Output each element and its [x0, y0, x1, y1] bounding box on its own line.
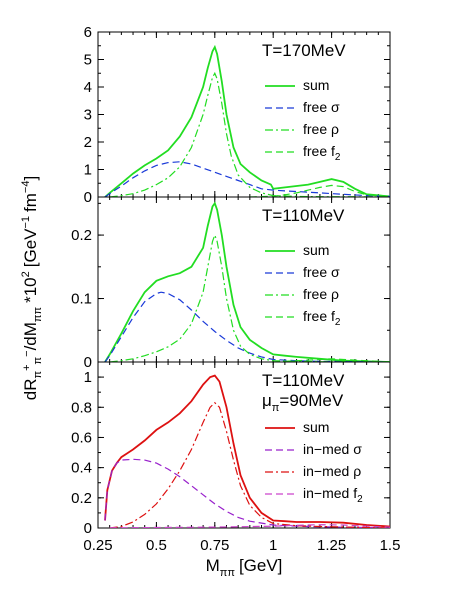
legend-entry: free f2: [303, 143, 341, 163]
legend-entry: in−med ρ: [303, 463, 361, 479]
panel-annotation-2: μπ=90MeV: [262, 391, 344, 414]
series-line-free-: [109, 233, 390, 362]
legend-entry: free f2: [303, 308, 341, 328]
legend-entry: sum: [303, 77, 329, 93]
series-line-sum: [104, 374, 390, 528]
panel-bottom: 0.25 0.5 0.75 1 1.25 1.5 0 0.2 0.4 0.6 0.8 1 T=110Me…: [71, 361, 401, 554]
y-axis-title-text: dRπ+π−/dMππ*102[GeV−1fm−4]: [20, 176, 44, 400]
panel-frame: [97, 361, 391, 529]
y-axis-title: dRπ+π−/dMππ*102[GeV−1fm−4]: [20, 176, 44, 400]
y-tick-label: 0.1: [71, 291, 92, 308]
y-tick-label: 0: [84, 189, 92, 206]
x-tick-label: 0.25: [83, 537, 112, 554]
panel-annotation: T=110MeV: [262, 206, 345, 225]
y-tick-label: 6: [84, 24, 92, 41]
y-tick-label: 0.4: [71, 460, 92, 477]
y-tick-label: 3: [84, 107, 92, 124]
y-tick-label: 2: [84, 134, 92, 151]
series-line-free-: [104, 291, 390, 362]
panel-middle: 0 0.1 0.2 T=110MeV sum free σ free ρ free f2: [71, 196, 391, 371]
series-line-in-med-: [104, 458, 390, 528]
legend: sum free σ free ρ free f2: [265, 242, 341, 328]
series-line-free-: [104, 161, 390, 197]
x-axis-title: Mππ [GeV]: [206, 556, 283, 579]
legend-entry: free σ: [303, 264, 340, 280]
x-tick-label: 1: [269, 537, 277, 554]
series-line-in-med-f: [109, 524, 390, 528]
series-line-free-: [109, 71, 390, 197]
panel-annotation: T=170MeV: [262, 41, 346, 60]
legend-entry: sum: [303, 242, 329, 258]
y-tick-label: 4: [84, 79, 92, 96]
y-tick-label: 0.6: [71, 429, 92, 446]
y-tick-label: 1: [84, 369, 92, 386]
legend-entry: in−med σ: [303, 441, 362, 457]
x-tick-label: 1.25: [317, 537, 346, 554]
y-tick-label: 0: [84, 520, 92, 537]
legend-entry: in−med f2: [303, 485, 363, 505]
legend-entry: free σ: [303, 99, 340, 115]
y-tick-label: 5: [84, 52, 92, 69]
x-tick-label: 0.75: [200, 537, 229, 554]
x-tick-label: 1.5: [380, 537, 401, 554]
legend: sum free σ free ρ free f2: [265, 77, 341, 163]
series-line-free-f: [273, 358, 390, 362]
panel-frame: [97, 196, 391, 363]
y-tick-label: 0.8: [71, 399, 92, 416]
panel-top: 0 1 2 3 4 5 6 T=170MeV sum free σ free ρ free f2: [84, 24, 391, 206]
series-line-free-f: [249, 184, 390, 197]
y-tick-label: 0: [84, 354, 92, 371]
series-line-sum: [104, 44, 390, 197]
legend-entry: free ρ: [303, 286, 339, 302]
x-tick-label: 0.5: [146, 537, 167, 554]
y-tick-label: 0.2: [71, 490, 92, 507]
panel-annotation: T=110MeV: [262, 371, 345, 390]
series-line-in-med-: [109, 401, 390, 528]
y-tick-label: 0.2: [71, 227, 92, 244]
legend-entry: free ρ: [303, 121, 339, 137]
series-line-sum: [104, 201, 390, 362]
legend: sum in−med σ in−med ρ in−med f2: [265, 419, 363, 505]
legend-entry: sum: [303, 419, 329, 435]
y-tick-label: 1: [84, 162, 92, 179]
